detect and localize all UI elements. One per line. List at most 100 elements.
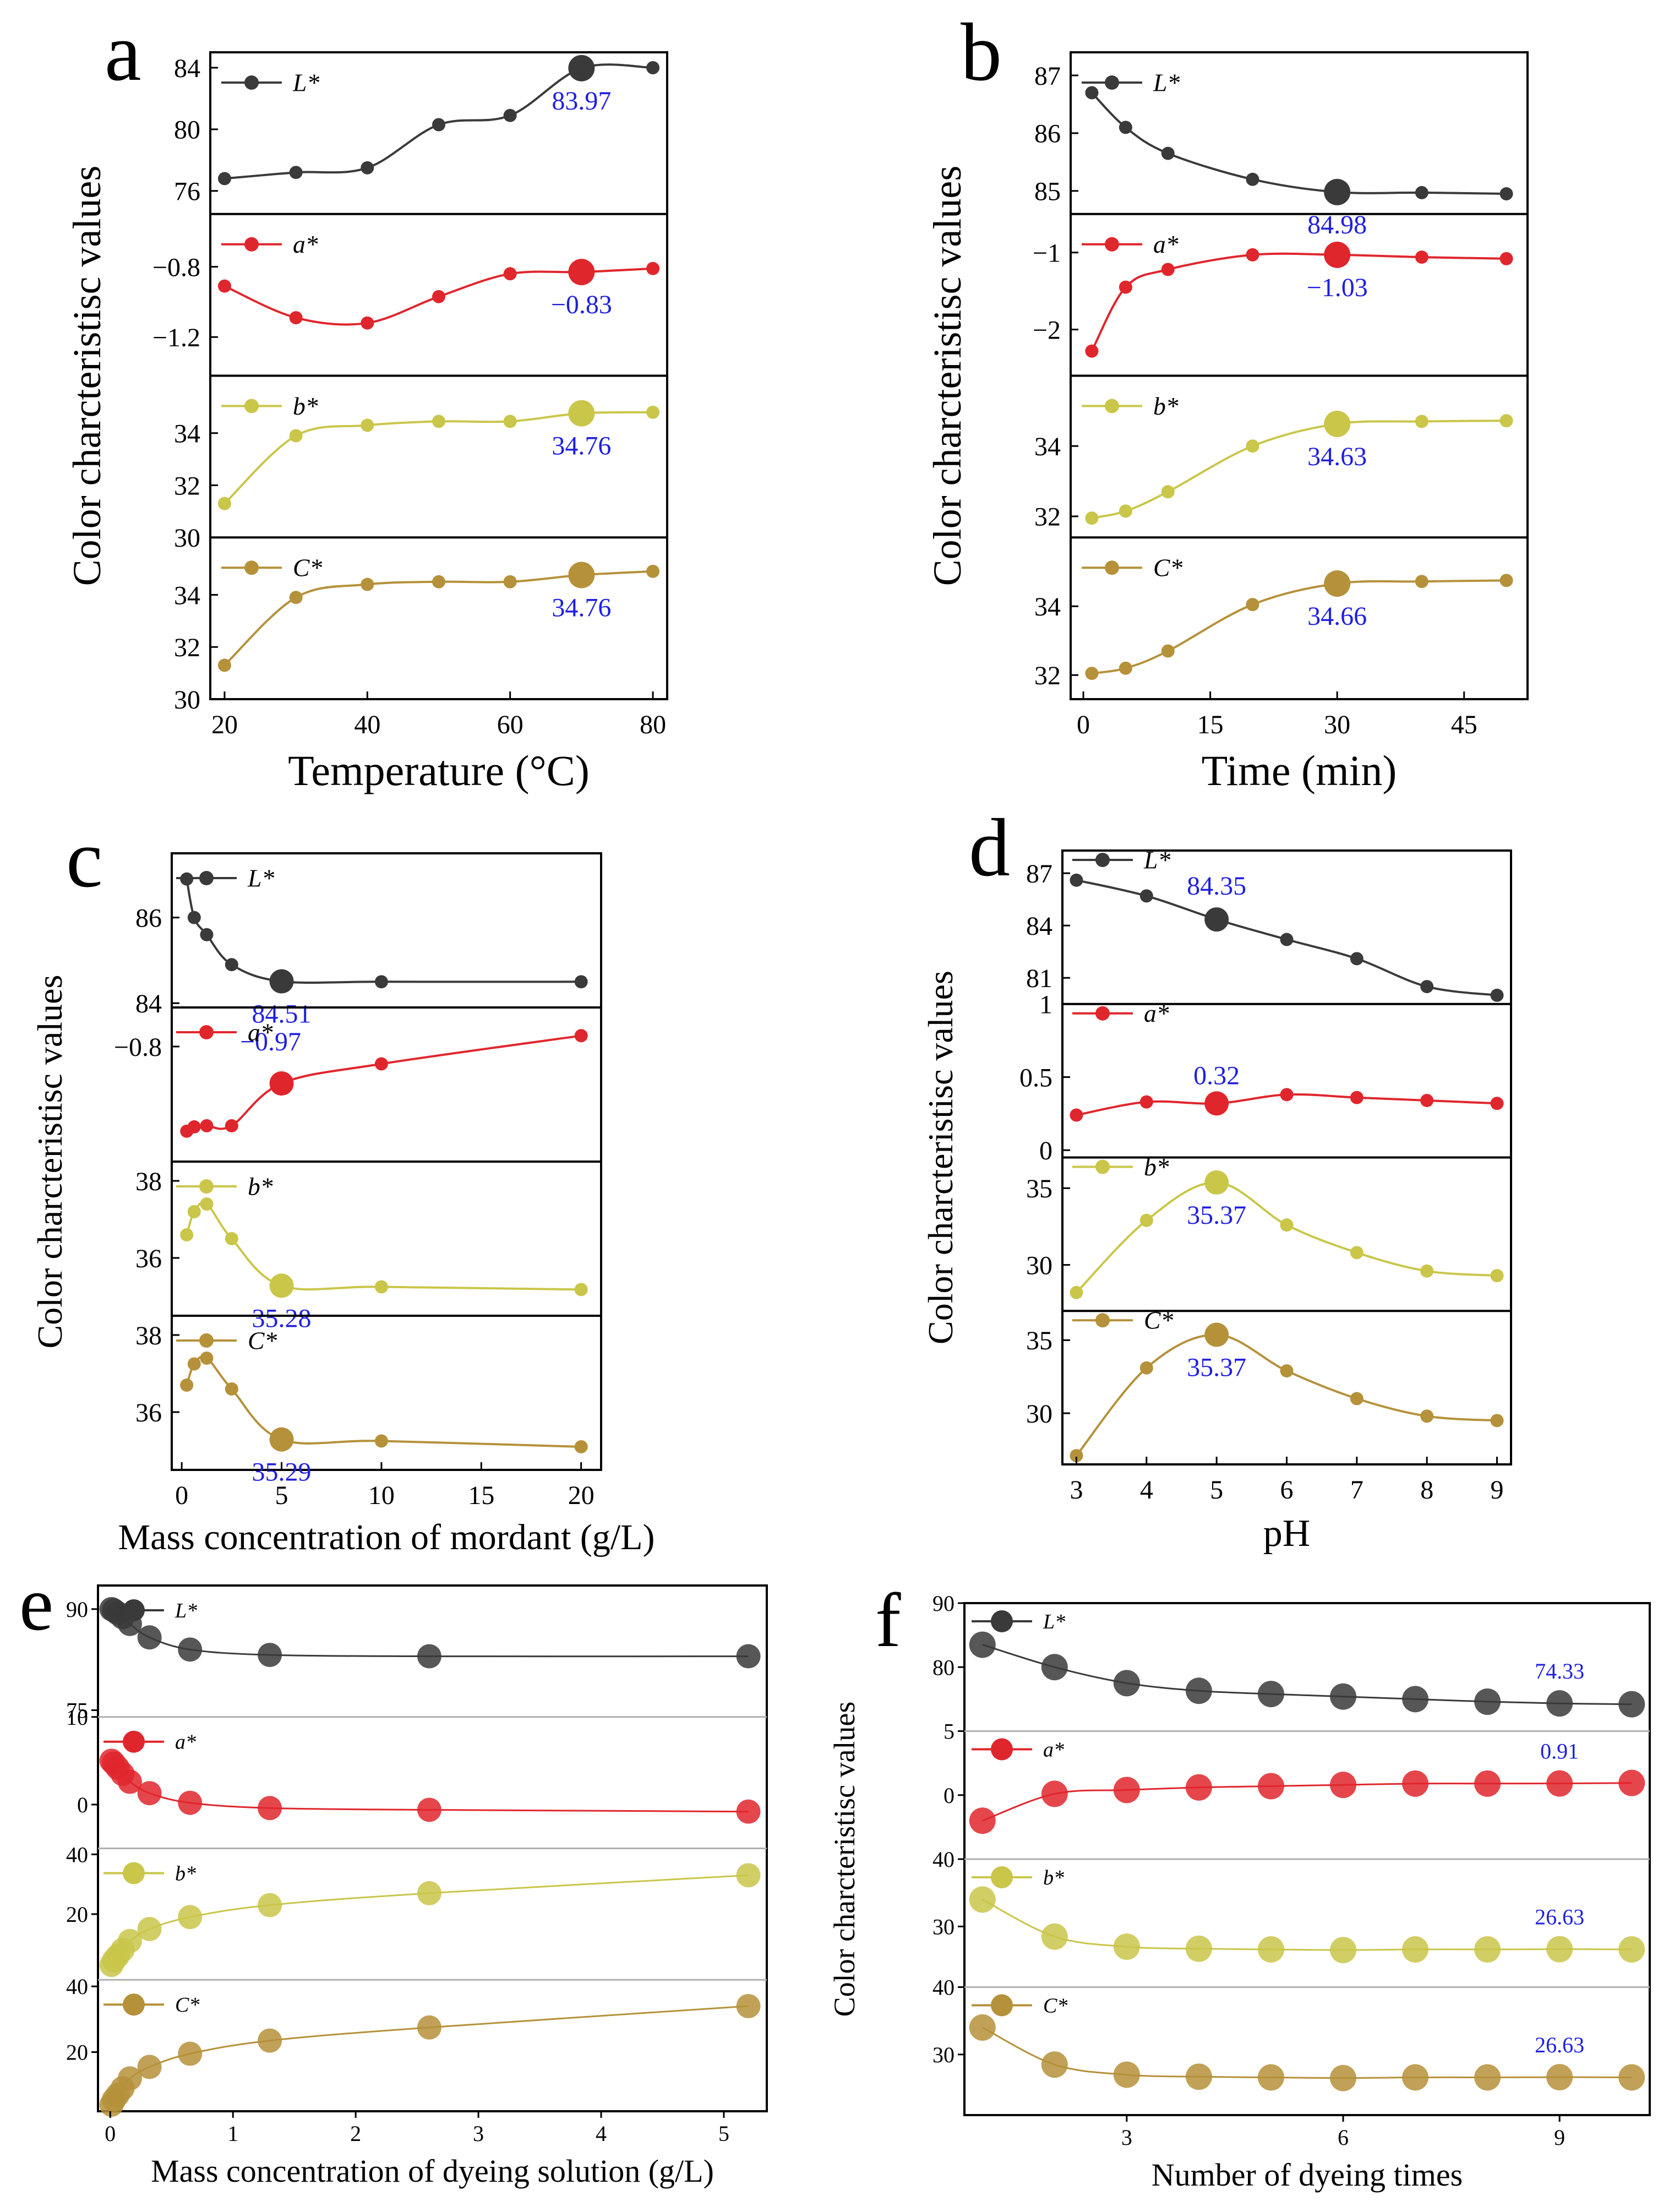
series-a-group: −0.8 −0.97a*: [114, 1006, 601, 1138]
x-tick-label: 6: [1338, 2125, 1349, 2150]
data-point-C: [1070, 1449, 1083, 1463]
panel-letter: b: [961, 7, 1002, 98]
legend-marker: [1095, 853, 1110, 867]
series-L-group: 80 90 74.33 L*: [932, 1591, 1645, 1718]
series-b-group: 30 32 34 34.76 b*: [174, 374, 667, 553]
series-L-group: 84 86 84.51 L*: [135, 864, 588, 1029]
highlight-point-L: [1324, 178, 1351, 205]
highlight-point-L: [269, 969, 294, 994]
data-point-a: [187, 1120, 201, 1134]
x-tick-label: 7: [1350, 1475, 1364, 1505]
series-a-group: −2 −1 −1.03 a*: [1033, 213, 1528, 358]
legend-label: a*: [1144, 999, 1169, 1027]
data-point-b: [1085, 511, 1099, 525]
data-point-C: [736, 1994, 761, 2018]
x-tick-label: 3: [473, 2121, 484, 2146]
x-tick-label: 0: [105, 2121, 116, 2146]
legend-label: C*: [1153, 554, 1182, 582]
data-point-b: [258, 1893, 282, 1917]
data-point-C: [503, 575, 517, 589]
data-point-C: [1402, 2064, 1429, 2091]
data-point-a: [574, 1029, 588, 1043]
value-annotation: 83.97: [552, 86, 611, 116]
y-tick-label: 84: [1026, 912, 1052, 941]
highlight-point-C: [1324, 570, 1351, 597]
y-tick-label: 34: [1034, 592, 1061, 622]
data-point-b: [1119, 504, 1132, 518]
y-tick-label: −1.2: [152, 323, 200, 352]
value-annotation: 0.32: [1193, 1061, 1240, 1090]
legend-label: L*: [292, 68, 319, 96]
data-point-a: [1246, 248, 1259, 261]
legend-marker: [123, 1599, 145, 1621]
data-point-C: [1499, 574, 1513, 587]
legend-marker: [1105, 560, 1119, 575]
x-tick-label: 15: [1197, 710, 1224, 739]
data-point-a: [225, 1119, 238, 1132]
highlight-point-C: [1546, 2064, 1573, 2091]
y-tick-label: 20: [66, 1902, 88, 1927]
data-point-L: [1474, 1688, 1501, 1715]
data-point-L: [1499, 187, 1513, 201]
data-point-b: [117, 1928, 142, 1953]
data-point-b: [187, 1205, 201, 1218]
data-point-a: [646, 261, 660, 275]
series-line-L: [1090, 91, 1507, 195]
data-point-a: [1070, 1108, 1083, 1122]
data-point-b: [432, 415, 445, 428]
series-b-group: 30 40 26.63 b*: [932, 1847, 1650, 1964]
legend-marker: [123, 1993, 145, 2016]
highlight-point-b: [1324, 410, 1351, 437]
data-point-a: [361, 316, 374, 330]
legend-marker: [991, 1610, 1013, 1632]
data-point-C: [137, 2055, 162, 2079]
x-tick-label: 15: [468, 1481, 494, 1510]
x-tick-label: 8: [1420, 1475, 1433, 1505]
legend-marker: [1105, 399, 1119, 413]
data-point-C: [1280, 1364, 1294, 1378]
panel-letter: c: [66, 813, 103, 905]
data-point-C: [180, 1379, 194, 1392]
data-point-L: [1085, 86, 1099, 100]
legend-marker: [244, 560, 259, 575]
series-L-group: 76 80 84 83.97 L*: [174, 54, 660, 206]
data-point-C: [1474, 2064, 1501, 2091]
data-point-a: [1257, 1773, 1284, 1800]
data-point-L: [417, 1644, 441, 1669]
data-point-L: [1185, 1677, 1212, 1704]
series-L-group: 81 84 87 84.35 L*: [1026, 846, 1504, 1002]
legend-label: b*: [248, 1172, 273, 1200]
highlight-point-a: [1204, 1091, 1229, 1116]
value-annotation: 34.76: [552, 432, 611, 461]
data-point-b: [1139, 1213, 1153, 1227]
value-annotation: 35.28: [252, 1304, 312, 1333]
data-point-C: [1618, 2064, 1645, 2091]
data-point-b: [1420, 1264, 1434, 1278]
x-tick-label: 40: [354, 710, 380, 739]
series-b-group: 32 34 34.63 b*: [1034, 374, 1528, 532]
legend-label: b*: [293, 392, 318, 420]
data-point-b: [1113, 1933, 1140, 1960]
series-a-group: −1.2 −0.8 −0.83 a*: [152, 213, 667, 352]
legend-label: L*: [1143, 846, 1170, 874]
series-C-group: 30 32 34 34.76 C*: [174, 536, 667, 715]
y-tick-label: 40: [66, 1842, 88, 1867]
legend-label: a*: [1153, 230, 1179, 258]
legend-marker: [991, 1738, 1013, 1761]
data-point-C: [361, 577, 374, 591]
y-axis-label: Color charcteristisc values: [828, 1702, 861, 2017]
y-tick-label: 30: [932, 1914, 955, 1939]
data-point-L: [1161, 146, 1175, 160]
legend-marker: [244, 75, 259, 90]
value-annotation: −0.83: [551, 290, 612, 319]
y-tick-label: 30: [1026, 1399, 1052, 1429]
data-point-L: [1420, 980, 1434, 994]
data-point-C: [1415, 575, 1428, 589]
series-line-L: [186, 879, 581, 984]
data-point-L: [432, 118, 445, 132]
data-point-b: [1041, 1923, 1068, 1950]
